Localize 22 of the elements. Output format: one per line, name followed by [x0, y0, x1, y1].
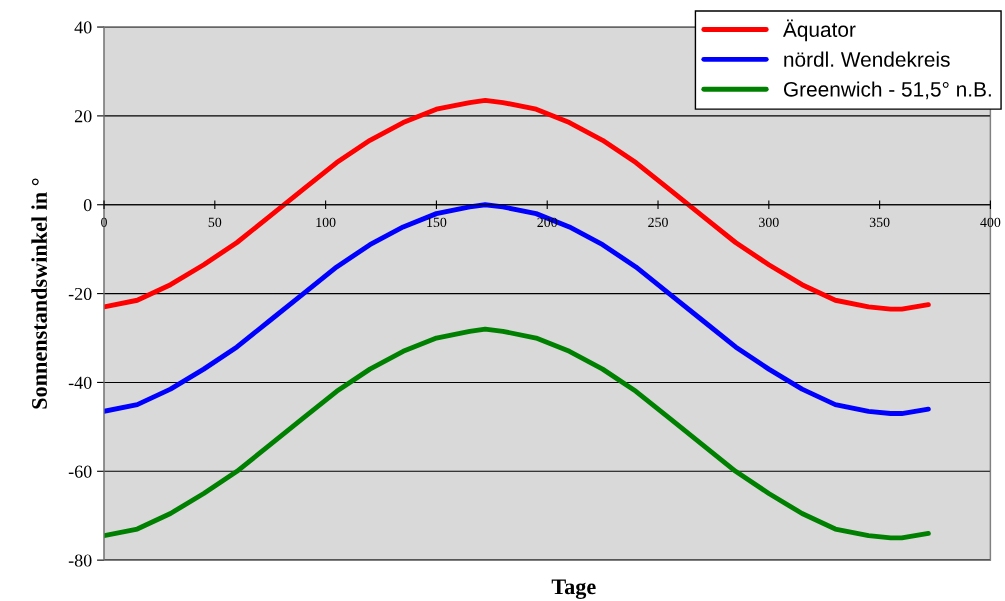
x-tick-label: 300	[759, 217, 779, 228]
y-tick-label: -60	[68, 465, 92, 478]
x-tick-label: 250	[648, 217, 668, 228]
x-tick-label: 50	[208, 217, 222, 228]
y-tick-label: 20	[74, 110, 92, 123]
x-tick-label: 150	[427, 217, 447, 228]
x-tick-label: 350	[869, 217, 890, 228]
x-tick-label: 400	[980, 217, 1001, 228]
x-tick-label: 100	[316, 217, 336, 228]
legend-label: Äquator	[782, 19, 856, 42]
x-tick-label: 200	[537, 217, 558, 228]
y-tick-label: -20	[68, 287, 92, 301]
legend-label: nördl. Wendekreis	[784, 51, 950, 67]
legend-label: Greenwich - 51,5° n.B.	[783, 81, 991, 100]
y-tick-label: 40	[74, 21, 92, 34]
line-series	[104, 326, 931, 541]
y-tick-label: -40	[68, 376, 92, 389]
y-axis-title: Sonnenstandswinkel in °	[31, 178, 47, 409]
y-tick-label: 0	[83, 199, 92, 212]
x-axis-title: Tage	[551, 579, 596, 599]
y-tick-label: -80	[68, 554, 92, 567]
x-tick-label: 0	[101, 217, 107, 228]
